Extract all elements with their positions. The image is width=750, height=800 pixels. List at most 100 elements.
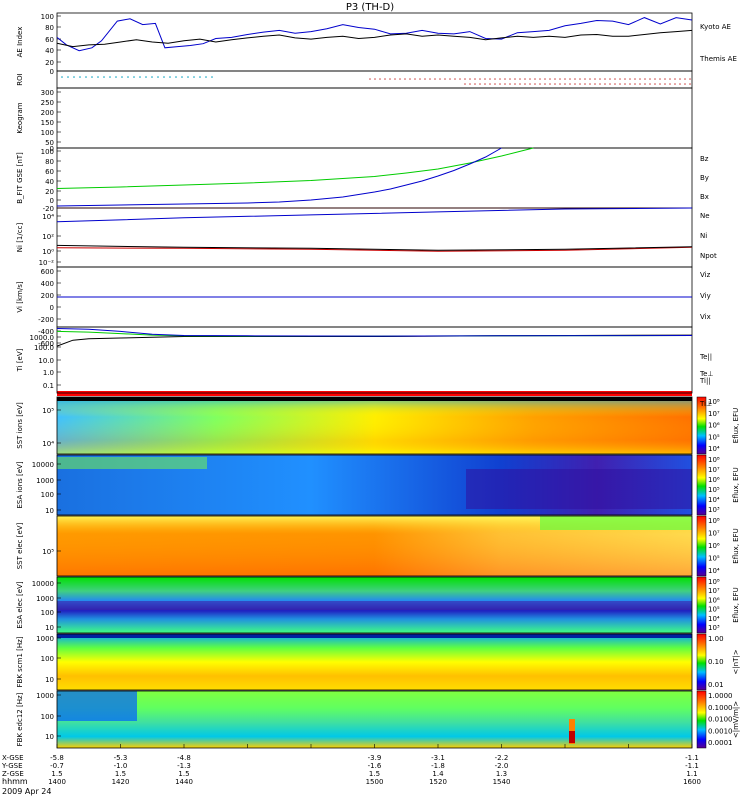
fbk_e-ytick: 10 bbox=[45, 733, 54, 741]
x-position-label: -2.2 bbox=[495, 754, 509, 762]
temp-ytick: 1.0 bbox=[43, 369, 54, 377]
roi-marker bbox=[604, 83, 606, 85]
temp-series-ti-line bbox=[56, 328, 693, 337]
roi-marker bbox=[544, 83, 546, 85]
bfield-ytick: 20 bbox=[45, 188, 54, 196]
roi-marker bbox=[674, 78, 676, 80]
roi-marker bbox=[574, 83, 576, 85]
roi-marker bbox=[664, 78, 666, 80]
roi-marker bbox=[489, 78, 491, 80]
roi-marker bbox=[604, 78, 606, 80]
x-position-label: -5.3 bbox=[114, 754, 128, 762]
sst_i-colorbar bbox=[696, 396, 707, 455]
esa_i-colorbar-tick: 10⁶ bbox=[708, 476, 720, 484]
roi-marker bbox=[639, 78, 641, 80]
density-frame bbox=[56, 207, 693, 268]
bfield-ytick: -20 bbox=[43, 205, 54, 213]
temp-legend-item: Ti|| bbox=[699, 377, 711, 385]
x-position-label: -0.7 bbox=[50, 762, 64, 770]
fbk_e-colorbar-tick: 0.1000 bbox=[708, 704, 733, 712]
fbk-e-red-spike bbox=[569, 731, 575, 743]
x-tick-label: 1540 bbox=[493, 778, 511, 786]
roi-marker bbox=[524, 78, 526, 80]
esa_i-ytick: 10000 bbox=[32, 461, 54, 469]
esa_i-ytick: 10 bbox=[45, 507, 54, 515]
velocity-ytick: 0 bbox=[50, 304, 54, 312]
x-position-label: -1.1 bbox=[685, 754, 699, 762]
roi-marker bbox=[394, 78, 396, 80]
roi-marker bbox=[157, 76, 159, 78]
roi-marker bbox=[85, 76, 87, 78]
roi-marker bbox=[629, 83, 631, 85]
roi-marker bbox=[464, 78, 466, 80]
esa_e-colorbar-tick: 10⁴ bbox=[708, 615, 720, 623]
roi-marker bbox=[649, 83, 651, 85]
roi-marker bbox=[499, 78, 501, 80]
roi-marker bbox=[404, 78, 406, 80]
label-layer: P3 (TH-D) hhmm 2009 Apr 24 AE Index10080… bbox=[1, 2, 740, 796]
roi-marker bbox=[434, 78, 436, 80]
density-ytick: 10⁰ bbox=[42, 248, 54, 256]
x-position-label: -1.0 bbox=[114, 762, 128, 770]
velocity-ytick: -400 bbox=[38, 328, 54, 336]
roi-marker bbox=[599, 83, 601, 85]
velocity-ylabel: Vi [km/s] bbox=[16, 281, 24, 312]
fbk_b-ylabel: FBK scm1 [Hz] bbox=[16, 636, 24, 687]
x-position-row-label: X-GSE bbox=[2, 754, 24, 762]
roi-marker bbox=[464, 83, 466, 85]
roi-marker bbox=[121, 76, 123, 78]
fbk_b-frame bbox=[56, 633, 693, 691]
sst_i-colorbar-tick: 10⁴ bbox=[708, 445, 720, 453]
velocity-ytick: 200 bbox=[41, 292, 54, 300]
x-position-label: 1.5 bbox=[178, 770, 189, 778]
sst_i-ytick: 10⁴ bbox=[42, 440, 54, 448]
esa_e-ytick: 10000 bbox=[32, 580, 54, 588]
fbk-b-top-stripe bbox=[57, 634, 692, 638]
esa_e-frame bbox=[56, 576, 693, 634]
keogram-ylabel: Keogram bbox=[16, 102, 24, 133]
roi-marker bbox=[644, 83, 646, 85]
sst_e-colorbar-tick: 10⁶ bbox=[708, 542, 720, 550]
fbk_b-colorbar bbox=[696, 633, 707, 691]
roi-marker bbox=[519, 83, 521, 85]
roi-marker bbox=[669, 78, 671, 80]
keogram-frame bbox=[56, 87, 693, 149]
bfield-frame bbox=[56, 147, 693, 209]
roi-marker bbox=[654, 78, 656, 80]
roi-marker bbox=[384, 78, 386, 80]
bfield-ytick: 0 bbox=[50, 197, 54, 205]
roi-marker bbox=[609, 83, 611, 85]
roi-marker bbox=[554, 78, 556, 80]
x-position-label: -1.1 bbox=[685, 762, 699, 770]
sst_e-ytick: 10⁵ bbox=[42, 548, 54, 556]
roi-marker bbox=[399, 78, 401, 80]
fbk_e-colorbar-tick: 0.0010 bbox=[708, 727, 733, 735]
bfield-ylabel: B_FIT GSE [nT] bbox=[16, 152, 24, 204]
roi-marker bbox=[639, 83, 641, 85]
roi-marker bbox=[193, 76, 195, 78]
esa_i-ytick: 100 bbox=[41, 491, 54, 499]
roi-marker bbox=[544, 78, 546, 80]
roi-marker bbox=[629, 78, 631, 80]
sst-i-top-stripe bbox=[57, 397, 692, 401]
ae-ylabel: AE Index bbox=[16, 27, 24, 58]
esa_e-colorbar bbox=[696, 576, 707, 634]
ae-series-themisae-line bbox=[56, 29, 693, 48]
roi-marker bbox=[684, 78, 686, 80]
density-series-ni-line bbox=[56, 207, 693, 223]
roi-marker bbox=[389, 78, 391, 80]
ae-ytick: 100 bbox=[41, 13, 54, 21]
roi-marker bbox=[504, 83, 506, 85]
esa_i-colorbar-tick: 10⁵ bbox=[708, 486, 720, 494]
roi-marker bbox=[684, 83, 686, 85]
roi-marker bbox=[187, 76, 189, 78]
roi-marker bbox=[659, 83, 661, 85]
roi-marker bbox=[539, 78, 541, 80]
fbk_b-colorbar-tick: 0.01 bbox=[708, 681, 724, 689]
roi-marker bbox=[549, 83, 551, 85]
x-position-label: 1.4 bbox=[432, 770, 444, 778]
roi-marker bbox=[569, 78, 571, 80]
sst_i-colorbar-tick: 10⁶ bbox=[708, 422, 720, 430]
density-ytick: 10⁻² bbox=[39, 259, 55, 267]
sst_e-colorbar-tick: 10⁵ bbox=[708, 555, 720, 563]
